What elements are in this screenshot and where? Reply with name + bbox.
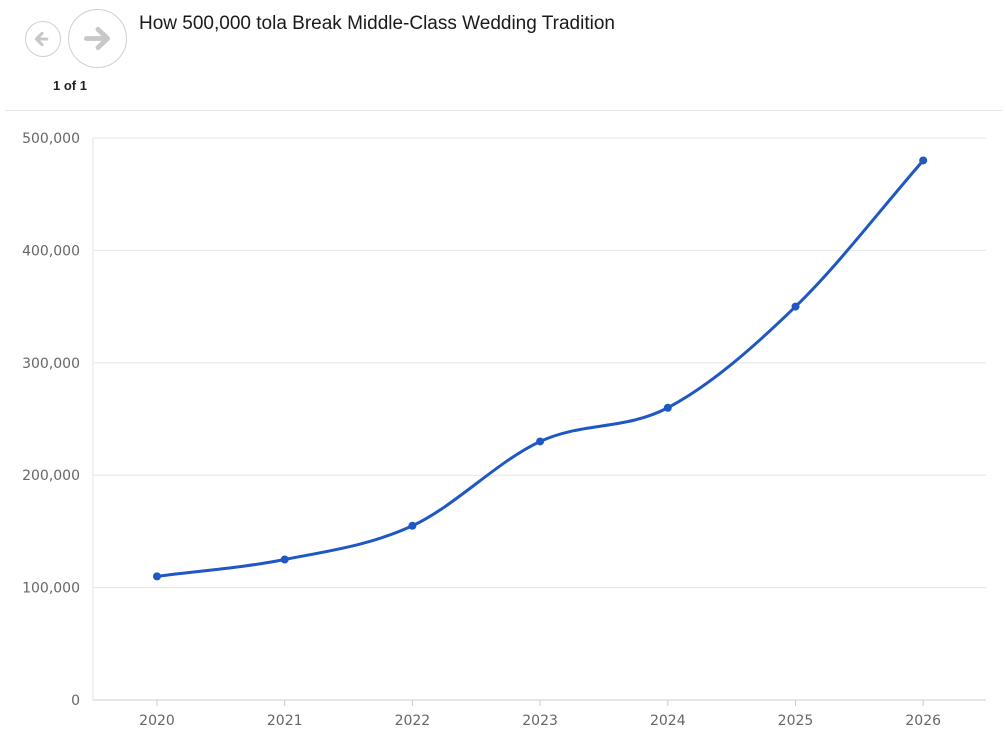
y-tick-label: 0 (71, 693, 80, 709)
previous-button[interactable] (25, 21, 61, 57)
data-point (663, 403, 672, 412)
y-tick-label: 400,000 (22, 243, 80, 259)
data-point (408, 521, 417, 530)
x-tick-label: 2022 (395, 713, 431, 729)
y-tick-label: 500,000 (22, 131, 80, 147)
arrow-right-icon (83, 26, 111, 51)
series-line (155, 158, 925, 578)
x-tick-label: 2024 (650, 713, 686, 729)
y-tick-label: 300,000 (22, 356, 80, 372)
x-tick-label: 2020 (139, 713, 175, 729)
data-point (153, 572, 161, 581)
x-tick-label: 2023 (522, 713, 558, 729)
x-tick-label: 2021 (267, 713, 303, 729)
data-point (536, 437, 545, 446)
page-indicator: 1 of 1 (53, 78, 87, 93)
data-point (919, 156, 928, 165)
line-chart: 0 100,000 200,000 300,000 400,000 500,000 2020… (22, 131, 986, 729)
y-tick-label: 100,000 (22, 581, 80, 597)
chart-title: How 500,000 tola Break Middle-Class Wedd… (139, 13, 615, 34)
y-tick-label: 200,000 (22, 468, 80, 484)
next-button[interactable] (68, 9, 127, 68)
data-point (280, 555, 289, 564)
header-divider (5, 110, 1002, 111)
data-point (791, 302, 800, 311)
x-tick-label: 2025 (778, 713, 814, 729)
arrow-left-icon (34, 31, 49, 47)
x-tick-label: 2026 (905, 713, 941, 729)
